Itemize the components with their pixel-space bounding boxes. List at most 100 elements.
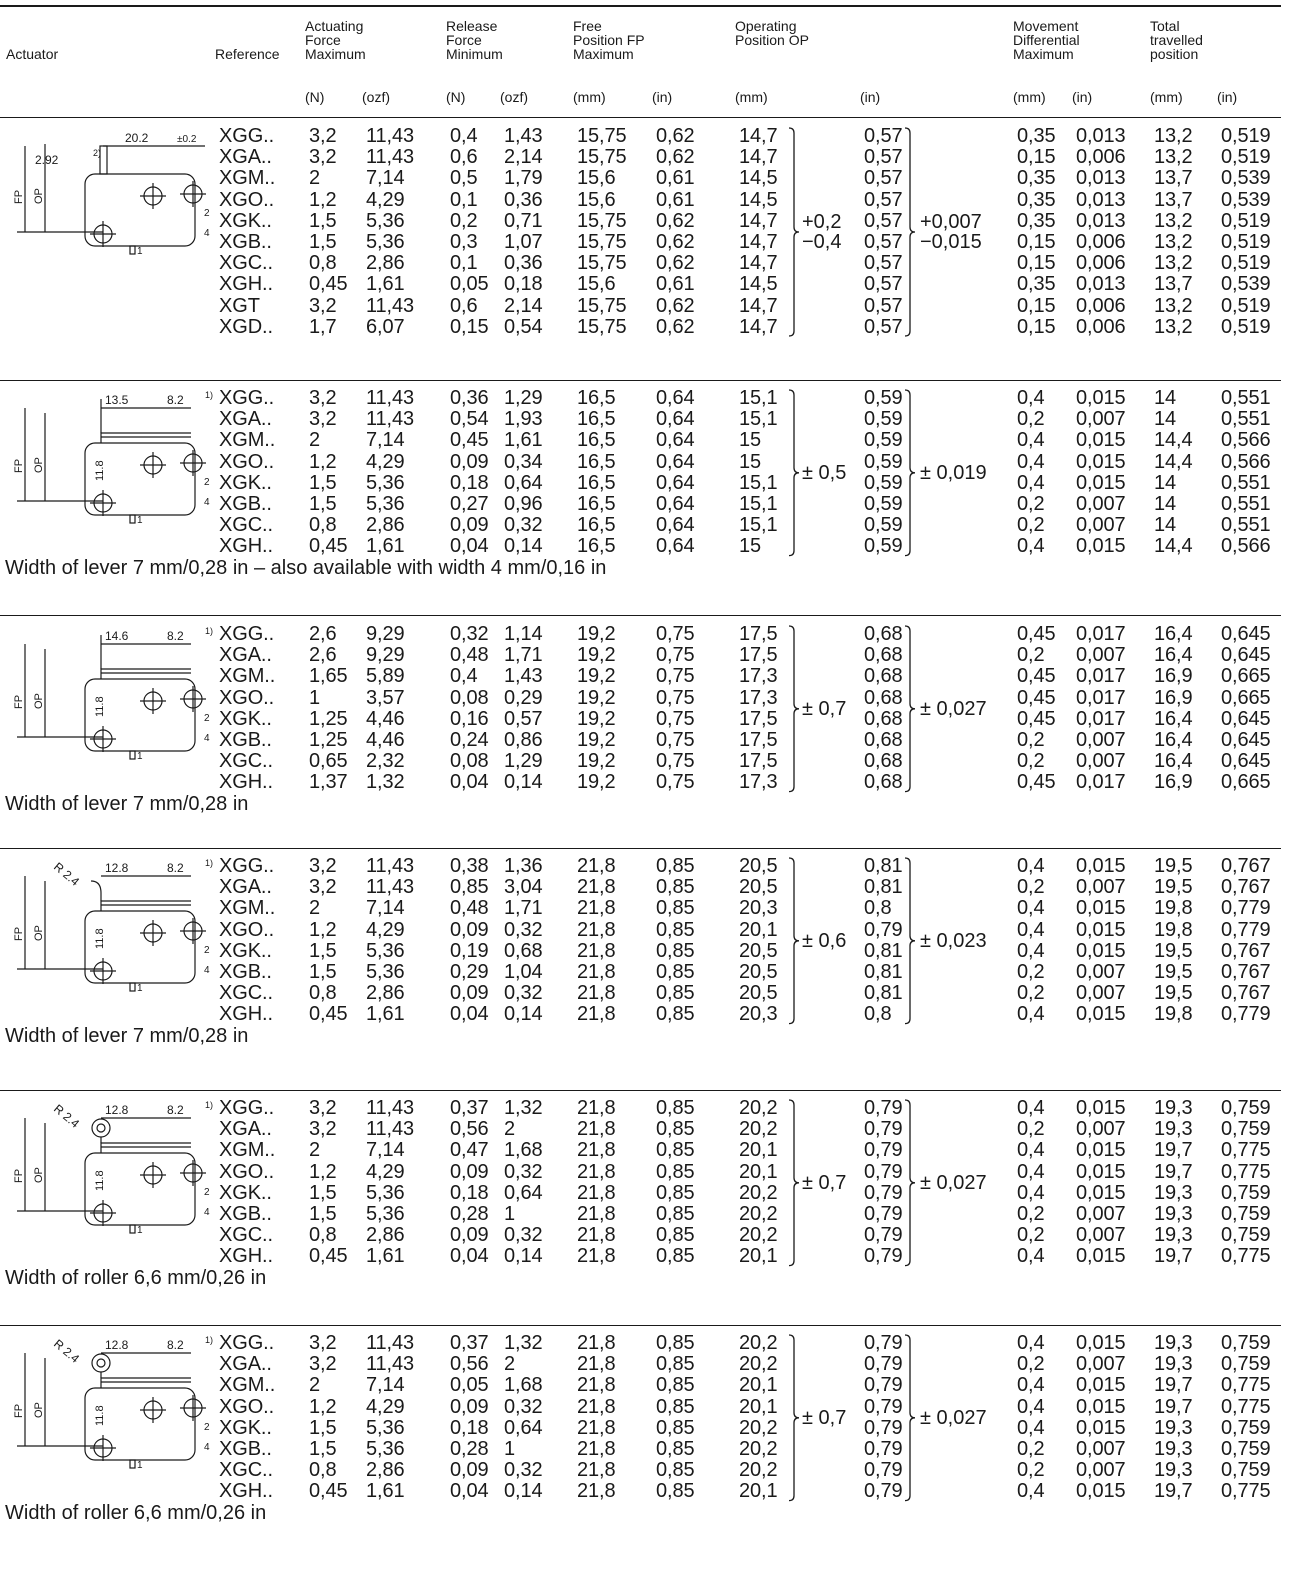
cell-release-force-ozf: 0,32 (504, 1395, 543, 1418)
cell-movement-differential-in: 0,015 (1076, 429, 1126, 452)
cell-free-position-in: 0,85 (656, 1438, 695, 1460)
cell-total-travelled-in: 0,665 (1221, 665, 1271, 688)
cell-movement-differential-in: 0,015 (1076, 855, 1126, 877)
cell-free-position-in: 0,64 (656, 535, 695, 558)
center-hole-cross (140, 1397, 166, 1423)
cell-free-position-mm: 19,2 (577, 623, 616, 645)
cell-reference: XGC.. (219, 514, 273, 537)
cell-release-force-ozf: 1,36 (504, 855, 543, 877)
cell-movement-differential-in: 0,015 (1076, 918, 1126, 941)
cell-release-force-n: 0,47 (450, 1139, 489, 1162)
cell-actuating-force-n: 3,2 (309, 294, 337, 317)
cell-movement-differential-in: 0,015 (1076, 1332, 1126, 1354)
cell-total-travelled-in: 0,775 (1221, 1245, 1271, 1268)
cell-free-position-in: 0,64 (656, 493, 695, 515)
cell-movement-differential-in: 0,015 (1076, 450, 1126, 473)
cell-reference: XGB.. (219, 1438, 272, 1460)
switch-body (84, 442, 196, 516)
cell-movement-differential-mm: 0,45 (1017, 771, 1056, 794)
cell-movement-differential-mm: 0,4 (1017, 1003, 1045, 1026)
cell-actuating-force-n: 3,2 (309, 1118, 337, 1141)
cell-release-force-n: 0,1 (450, 188, 478, 211)
cell-operating-position-mm: 20,5 (739, 855, 778, 877)
lever (100, 1377, 191, 1388)
cell-movement-differential-in: 0,013 (1076, 125, 1126, 147)
cell-operating-position-in: 0,79 (864, 918, 903, 941)
cell-operating-position-mm: 20,1 (739, 1480, 778, 1503)
cell-actuating-force-n: 0,8 (309, 982, 337, 1005)
cell-reference: XGM.. (219, 897, 276, 920)
switch-body (84, 678, 196, 752)
cell-movement-differential-mm: 0,15 (1017, 146, 1056, 169)
pin-1 (129, 1224, 136, 1234)
cell-total-travelled-mm: 14 (1154, 408, 1177, 431)
cell-free-position-in: 0,85 (656, 1395, 695, 1418)
header-free-position: Free Position FP Maximum (573, 18, 645, 62)
cell-actuating-force-n: 2 (309, 167, 321, 190)
cell-release-force-n: 0,19 (450, 939, 489, 962)
cell-free-position-mm: 21,8 (577, 1245, 616, 1268)
cell-reference: XGG.. (219, 855, 275, 877)
cell-operating-position-in: 0,59 (864, 408, 903, 431)
cell-operating-position-mm: 17,5 (739, 750, 778, 773)
cell-reference: XGH.. (219, 771, 273, 794)
cell-total-travelled-in: 0,759 (1221, 1118, 1271, 1141)
cell-movement-differential-in: 0,007 (1076, 876, 1126, 899)
cell-reference: XGC.. (219, 750, 273, 773)
cell-total-travelled-in: 0,566 (1221, 450, 1271, 473)
cell-total-travelled-in: 0,759 (1221, 1224, 1271, 1247)
group-note: Width of lever 7 mm/0,28 in – also avail… (5, 556, 607, 579)
cell-reference: XGH.. (219, 1245, 273, 1268)
dim-side-note: 1) (205, 1335, 213, 1345)
cell-total-travelled-mm: 19,3 (1154, 1181, 1193, 1204)
cell-total-travelled-mm: 19,5 (1154, 855, 1193, 877)
cell-reference: XGC.. (219, 252, 273, 275)
cell-operating-position-in: 0,79 (864, 1160, 903, 1183)
cell-reference: XGA.. (219, 876, 272, 899)
cell-operating-position-mm: 14,5 (739, 188, 778, 211)
cell-release-force-n: 0,09 (450, 450, 489, 473)
cell-actuating-force-ozf: 5,36 (366, 961, 405, 983)
switch-body (84, 173, 196, 247)
tolerance-mm: ± 0,7 (802, 697, 847, 720)
cell-release-force-n: 0,04 (450, 1480, 489, 1503)
cell-total-travelled-mm: 19,5 (1154, 982, 1193, 1005)
cell-release-force-ozf: 1,14 (504, 623, 543, 645)
cell-reference: XGM.. (219, 665, 276, 688)
cell-reference: XGH.. (219, 1480, 273, 1503)
group-note: Width of roller 6,6 mm/0,26 in (5, 1501, 267, 1524)
cell-release-force-ozf: 0,64 (504, 1416, 543, 1439)
cell-free-position-in: 0,61 (656, 273, 695, 296)
cell-operating-position-in: 0,81 (864, 961, 903, 983)
roller-axle (96, 1123, 106, 1133)
cell-release-force-n: 0,1 (450, 252, 478, 275)
cell-movement-differential-mm: 0,2 (1017, 493, 1045, 515)
section-rule (0, 1325, 1281, 1326)
cell-movement-differential-in: 0,007 (1076, 1438, 1126, 1460)
cell-release-force-ozf: 1,04 (504, 961, 543, 983)
brace-op-in (904, 127, 916, 337)
cell-operating-position-in: 0,57 (864, 125, 903, 147)
cell-actuating-force-ozf: 11,43 (366, 1353, 415, 1376)
cell-actuating-force-ozf: 7,14 (366, 429, 405, 452)
cell-operating-position-in: 0,68 (864, 686, 903, 709)
cell-release-force-n: 0,24 (450, 729, 489, 751)
cell-actuating-force-n: 0,8 (309, 252, 337, 275)
cell-actuating-force-n: 2 (309, 1139, 321, 1162)
pin-label-1: 1 (137, 1460, 143, 1471)
cell-release-force-n: 0,4 (450, 125, 478, 147)
pin-label-4: 4 (204, 733, 210, 744)
cell-total-travelled-mm: 19,3 (1154, 1459, 1193, 1482)
header-unit: (in) (1072, 89, 1093, 105)
cell-operating-position-in: 0,68 (864, 644, 903, 667)
cell-total-travelled-in: 0,566 (1221, 535, 1271, 558)
cell-actuating-force-n: 1 (309, 686, 321, 709)
cell-actuating-force-n: 0,45 (309, 1003, 348, 1026)
cell-total-travelled-mm: 13,7 (1154, 167, 1193, 190)
cell-reference: XGM.. (219, 167, 276, 190)
cell-operating-position-mm: 15,1 (739, 471, 778, 494)
cell-movement-differential-mm: 0,4 (1017, 897, 1045, 920)
cell-release-force-n: 0,5 (450, 167, 478, 190)
cell-movement-differential-in: 0,007 (1076, 1224, 1126, 1247)
cell-release-force-ozf: 1,79 (504, 167, 543, 190)
